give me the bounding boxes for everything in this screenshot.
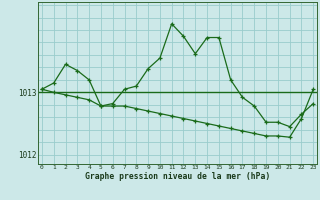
X-axis label: Graphe pression niveau de la mer (hPa): Graphe pression niveau de la mer (hPa) (85, 172, 270, 181)
